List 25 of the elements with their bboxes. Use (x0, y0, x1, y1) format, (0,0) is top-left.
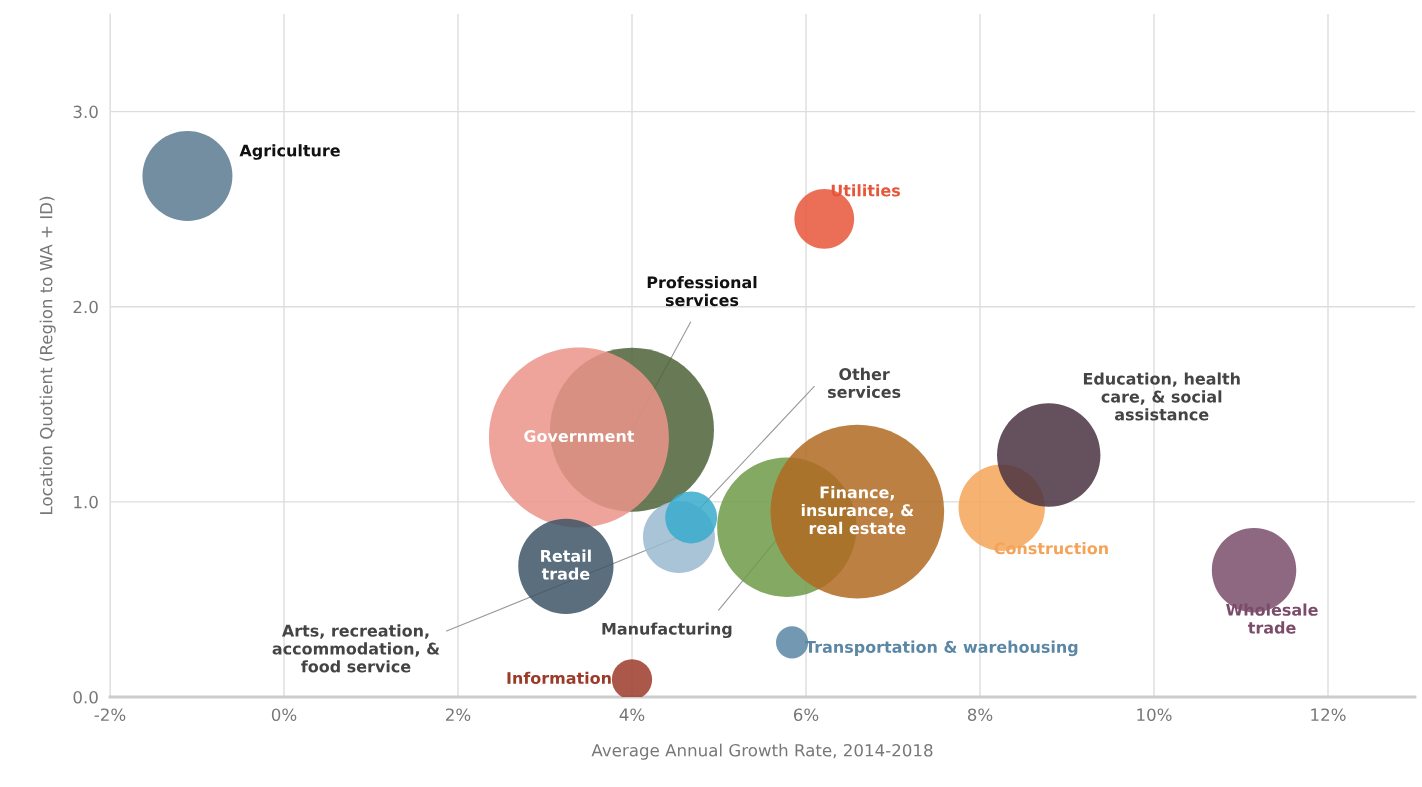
series-label: Education, health care, & social assistance (1083, 372, 1240, 421)
x-tick-label: 10% (1137, 708, 1172, 722)
y-tick-label: 1.0 (74, 495, 98, 509)
x-tick-label: 8% (967, 708, 993, 722)
y-axis-title: Location Quotient (Region to WA + ID) (39, 196, 56, 514)
series-label: Finance, insurance, & real estate (801, 486, 914, 535)
x-tick-label: -2% (94, 708, 126, 722)
x-tick-label: 6% (793, 708, 819, 722)
series-label: Agriculture (239, 144, 340, 160)
y-tick-label: 2.0 (73, 300, 98, 314)
series-label: Government (524, 430, 635, 443)
y-tick-label: 3.0 (73, 105, 98, 119)
series-label: Retail trade (541, 549, 591, 580)
text: Arts, recreation, accommodation, & food service (272, 624, 440, 673)
text: Professional services (647, 275, 757, 307)
text: Other services (827, 367, 901, 399)
series-label: Information (507, 671, 611, 685)
x-tick-label: 4% (619, 708, 645, 722)
x-tick-label: 2% (446, 708, 471, 722)
y-tick-label: 0.0 (73, 690, 98, 704)
series-label: Transportation & warehousing (805, 640, 1078, 657)
text: Manufacturing (602, 622, 732, 639)
x-tick-label: 0% (271, 708, 297, 722)
x-tick-label: 12% (1311, 708, 1346, 722)
x-axis-title: Average Annual Growth Rate, 2014-2018 (591, 743, 933, 760)
